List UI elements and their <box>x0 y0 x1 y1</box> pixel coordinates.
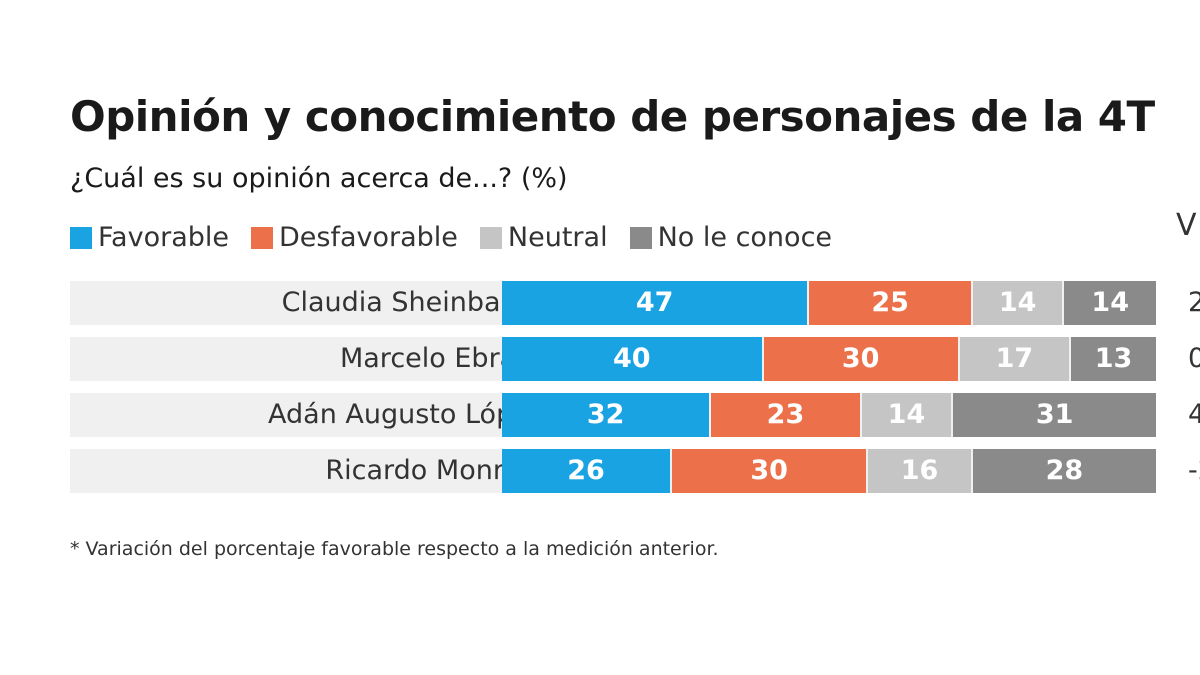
variation-value: 4 <box>1188 399 1200 430</box>
legend-swatch <box>70 226 92 249</box>
chart-row-marcelo-ebrard: Marcelo Ebrard 40 30 17 13 0 <box>70 337 1200 381</box>
bar-segment-desfavorable: 30 <box>763 337 958 381</box>
bar-segment-no-le-conoce: 31 <box>953 393 1156 437</box>
variation-value: 2 <box>1188 287 1200 318</box>
bar-segment-desfavorable: 25 <box>809 281 971 325</box>
bar-segment-no-le-conoce: 13 <box>1070 337 1156 381</box>
bar-segment-neutral: 16 <box>868 449 971 493</box>
legend-swatch <box>479 226 502 249</box>
legend-label: Neutral <box>507 222 608 253</box>
bar-segment-desfavorable: 23 <box>711 393 860 437</box>
bar-segment-no-le-conoce: 28 <box>972 449 1156 493</box>
stacked-bar: 32 23 14 31 <box>502 393 1156 437</box>
bar-segment-neutral: 14 <box>972 281 1063 325</box>
legend-label: Favorable <box>98 222 229 253</box>
legend-label: Desfavorable <box>279 222 458 253</box>
legend-item-favorable: Favorable <box>70 222 229 253</box>
bar-segment-favorable: 32 <box>502 393 710 437</box>
chart-row-adan-augusto-lopez: Adán Augusto López 32 23 14 31 4 <box>70 393 1200 437</box>
legend-swatch <box>251 226 273 249</box>
category-label: Adán Augusto López <box>268 399 544 430</box>
category-label: Claudia Sheinbaum <box>281 287 544 318</box>
legend-item-desfavorable: Desfavorable <box>251 222 458 253</box>
chart-legend: Favorable Desfavorable Neutral No le conoce <box>70 222 854 253</box>
legend-item-no-le-conoce: No le conoce <box>629 222 833 253</box>
bar-segment-favorable: 40 <box>502 337 762 381</box>
bar-segment-no-le-conoce: 14 <box>1064 281 1156 325</box>
stacked-bar: 40 30 17 13 <box>502 337 1156 381</box>
chart-row-claudia-sheinbaum: Claudia Sheinbaum 47 25 14 14 2 <box>70 281 1200 325</box>
bar-segment-favorable: 26 <box>502 449 671 493</box>
bar-segment-desfavorable: 30 <box>672 449 867 493</box>
legend-swatch <box>629 226 652 249</box>
stacked-bar: 47 25 14 14 <box>502 281 1156 325</box>
variation-value: 0 <box>1188 343 1200 374</box>
legend-label: No le conoce <box>657 222 833 253</box>
bar-segment-favorable: 47 <box>502 281 808 325</box>
legend-item-neutral: Neutral <box>479 222 608 253</box>
stacked-bar: 26 30 16 28 <box>502 449 1156 493</box>
footnote: * Variación del porcentaje favorable res… <box>70 538 719 560</box>
bar-segment-neutral: 17 <box>959 337 1069 381</box>
bar-segment-neutral: 14 <box>861 393 952 437</box>
variation-value: -2 <box>1188 455 1200 486</box>
variation-column-header: V <box>1176 208 1197 243</box>
chart-subtitle: ¿Cuál es su opinión acerca de...? (%) <box>70 163 568 194</box>
chart-title: Opinión y conocimiento de personajes de … <box>70 92 1155 141</box>
